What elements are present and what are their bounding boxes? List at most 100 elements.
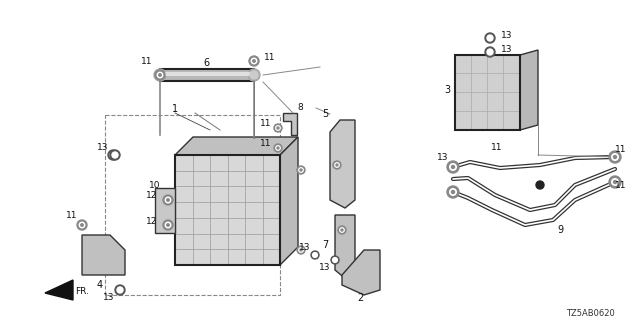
Text: 11: 11: [492, 143, 503, 153]
Circle shape: [614, 180, 616, 183]
Text: 3: 3: [444, 85, 450, 95]
Circle shape: [167, 199, 169, 201]
Circle shape: [331, 256, 339, 264]
Circle shape: [154, 69, 166, 81]
Circle shape: [612, 179, 618, 185]
Circle shape: [341, 229, 343, 231]
Text: 11: 11: [260, 139, 272, 148]
Text: 11: 11: [67, 211, 77, 220]
Circle shape: [249, 56, 259, 66]
Text: 12: 12: [147, 218, 157, 227]
Circle shape: [81, 224, 83, 226]
Circle shape: [612, 154, 618, 160]
Text: 11: 11: [615, 146, 627, 155]
Text: 2: 2: [357, 293, 363, 303]
Circle shape: [297, 166, 305, 174]
Bar: [455, 55, 520, 130]
Polygon shape: [283, 113, 297, 135]
Polygon shape: [45, 280, 73, 300]
Polygon shape: [82, 235, 125, 275]
Polygon shape: [342, 250, 380, 295]
Text: 5: 5: [322, 109, 328, 119]
Circle shape: [609, 151, 621, 163]
Bar: [105, 115, 280, 295]
Circle shape: [277, 127, 279, 129]
Circle shape: [77, 220, 87, 230]
Polygon shape: [280, 137, 298, 265]
Circle shape: [165, 197, 171, 203]
Circle shape: [110, 150, 120, 160]
Polygon shape: [335, 215, 355, 280]
Circle shape: [487, 35, 493, 41]
Circle shape: [485, 47, 495, 57]
Circle shape: [451, 165, 454, 169]
Bar: [160, 72, 254, 76]
Circle shape: [450, 189, 456, 195]
Text: FR.: FR.: [75, 287, 89, 297]
Text: 11: 11: [615, 180, 627, 189]
Circle shape: [487, 49, 493, 55]
Circle shape: [536, 181, 544, 189]
Text: 12: 12: [147, 191, 157, 201]
Text: 13: 13: [300, 244, 311, 252]
Bar: [455, 55, 520, 130]
Circle shape: [117, 287, 123, 293]
Circle shape: [163, 220, 173, 230]
Text: 13: 13: [437, 154, 449, 163]
Circle shape: [338, 226, 346, 234]
Text: 11: 11: [141, 57, 153, 66]
Circle shape: [248, 69, 260, 81]
Circle shape: [277, 147, 279, 149]
Text: 4: 4: [97, 280, 103, 290]
Circle shape: [340, 228, 344, 232]
Polygon shape: [330, 120, 355, 208]
Text: 8: 8: [297, 103, 303, 113]
Text: 7: 7: [322, 240, 328, 250]
Circle shape: [274, 144, 282, 152]
Circle shape: [300, 249, 302, 251]
Circle shape: [276, 146, 280, 150]
Circle shape: [333, 258, 337, 262]
Circle shape: [108, 150, 118, 160]
Circle shape: [79, 222, 84, 228]
Circle shape: [299, 248, 303, 252]
Circle shape: [297, 246, 305, 254]
Circle shape: [312, 252, 317, 257]
Circle shape: [250, 71, 258, 79]
Circle shape: [167, 224, 169, 226]
Polygon shape: [520, 50, 538, 130]
Text: 13: 13: [501, 30, 513, 39]
Text: 13: 13: [97, 143, 109, 153]
Circle shape: [155, 70, 165, 80]
Circle shape: [253, 60, 255, 62]
Circle shape: [447, 161, 459, 173]
Circle shape: [252, 58, 257, 64]
Text: 6: 6: [203, 58, 209, 68]
Text: TZ5AB0620: TZ5AB0620: [566, 308, 614, 317]
Circle shape: [335, 163, 339, 167]
Circle shape: [336, 164, 338, 166]
Circle shape: [333, 161, 341, 169]
Text: 13: 13: [501, 44, 513, 53]
Bar: [175, 155, 280, 265]
Text: 13: 13: [103, 292, 115, 301]
Circle shape: [299, 168, 303, 172]
Circle shape: [447, 186, 459, 198]
Circle shape: [300, 169, 302, 171]
Circle shape: [112, 152, 118, 158]
Text: 10: 10: [149, 180, 161, 189]
Circle shape: [165, 222, 171, 228]
Text: 13: 13: [319, 262, 331, 271]
Text: 9: 9: [557, 225, 563, 235]
Text: 1: 1: [172, 104, 178, 114]
Circle shape: [276, 126, 280, 130]
Circle shape: [451, 190, 454, 194]
Text: 11: 11: [260, 118, 272, 127]
Circle shape: [485, 33, 495, 43]
Circle shape: [274, 124, 282, 132]
Circle shape: [110, 152, 116, 158]
Circle shape: [614, 156, 616, 158]
Circle shape: [115, 285, 125, 295]
Bar: [155, 188, 175, 233]
Circle shape: [311, 251, 319, 259]
